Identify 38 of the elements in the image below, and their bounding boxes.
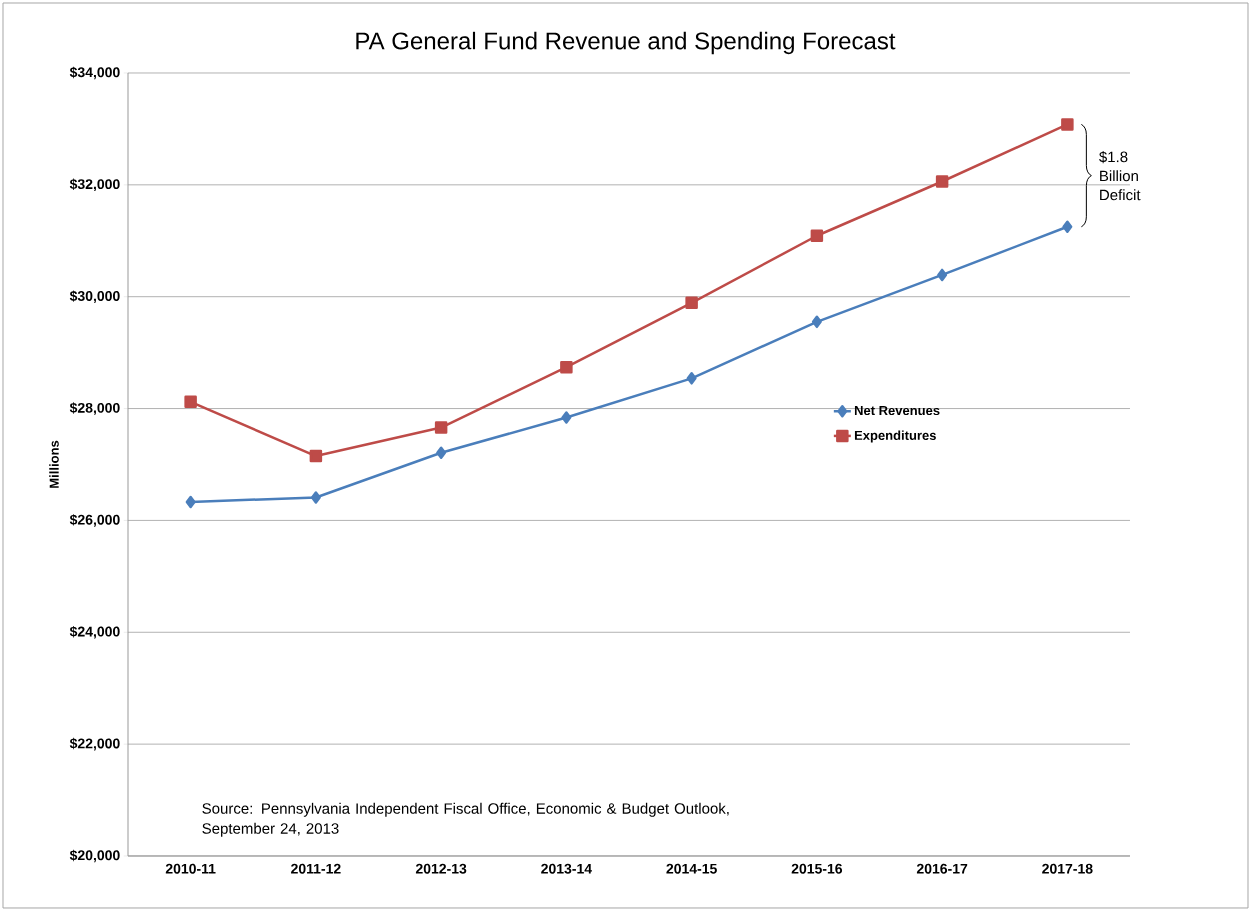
y-tick-label: $28,000 bbox=[69, 402, 120, 415]
y-tick-label: $26,000 bbox=[69, 514, 120, 527]
point bbox=[935, 175, 949, 188]
x-tick-label: 2012-13 bbox=[415, 863, 467, 874]
x-tick-label: 2016-17 bbox=[916, 863, 968, 874]
point bbox=[1061, 118, 1074, 131]
x-tick-label: 2014-15 bbox=[666, 863, 717, 874]
chart-title: PA General Fund Revenue and Spending Forecast bbox=[356, 31, 896, 55]
point bbox=[810, 229, 824, 242]
annotation: $1.8 Billion Deficit bbox=[1099, 150, 1141, 201]
x-tick-label: 2011-12 bbox=[291, 863, 341, 874]
y-tick-label: $32,000 bbox=[69, 178, 120, 192]
point bbox=[937, 268, 948, 282]
point bbox=[185, 495, 196, 509]
legend-label: Net Revenues bbox=[854, 406, 940, 416]
point bbox=[310, 491, 321, 504]
point bbox=[1062, 220, 1073, 234]
annotation: Source: Pennsylvania Independent Fiscal Office, Economic & Budget Outlook, September 24, 2013 bbox=[202, 802, 729, 837]
y-tick-label: $24,000 bbox=[69, 625, 120, 639]
x-tick-label: 2013-14 bbox=[541, 863, 592, 874]
x-tick-label: 2015-16 bbox=[791, 863, 843, 874]
point bbox=[309, 449, 323, 463]
y-tick-label: $20,000 bbox=[69, 849, 120, 863]
point bbox=[811, 315, 822, 329]
y-tick-label: $30,000 bbox=[69, 290, 120, 303]
legend-label: Expenditures bbox=[854, 430, 936, 443]
point bbox=[561, 411, 572, 424]
x-tick-label: 2010-11 bbox=[165, 863, 216, 874]
point bbox=[434, 421, 448, 434]
y-tick-label: $22,000 bbox=[69, 737, 120, 751]
x-tick-label: 2017-18 bbox=[1042, 863, 1093, 874]
point bbox=[686, 372, 697, 385]
y-tick-label: $34,000 bbox=[69, 66, 120, 80]
point bbox=[184, 395, 197, 409]
y-axis-title: Millions bbox=[49, 440, 59, 488]
point bbox=[560, 360, 573, 374]
point bbox=[436, 446, 447, 459]
point bbox=[685, 296, 698, 310]
